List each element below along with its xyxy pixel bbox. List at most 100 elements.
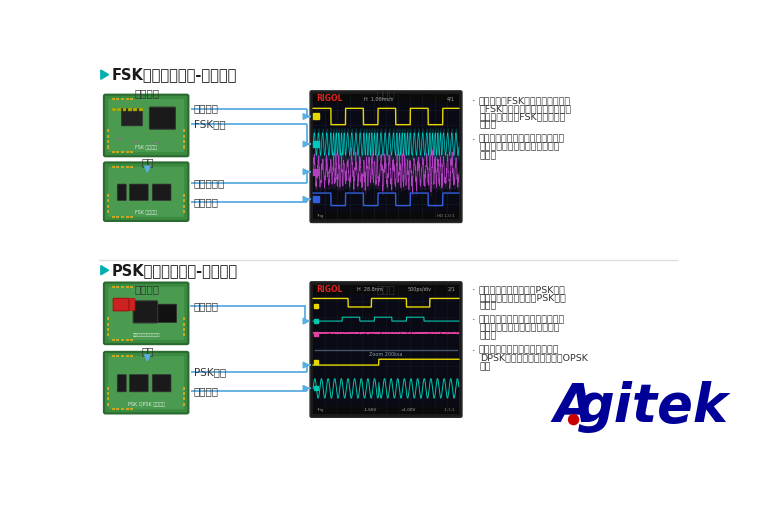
Text: 观测，直观理解FSK通信系统的: 观测，直观理解FSK通信系统的 <box>480 112 566 122</box>
Text: ·: · <box>472 135 475 145</box>
Bar <box>107 333 109 337</box>
Bar <box>107 403 109 406</box>
Bar <box>133 108 137 111</box>
Bar <box>107 205 109 208</box>
Text: gitek: gitek <box>577 382 729 433</box>
Text: HD 1.0:1: HD 1.0:1 <box>438 213 455 218</box>
Text: 基带信号: 基带信号 <box>194 104 219 113</box>
Bar <box>121 408 124 410</box>
Text: 解调信号: 解调信号 <box>194 198 219 207</box>
Bar <box>126 286 129 288</box>
Text: RIGOL: RIGOL <box>316 94 343 103</box>
Text: 长度，完美展现波形轮廓及波形: 长度，完美展现波形轮廓及波形 <box>480 323 560 332</box>
Bar <box>117 98 120 100</box>
Bar <box>107 140 109 143</box>
FancyBboxPatch shape <box>129 299 135 311</box>
Bar <box>130 286 133 288</box>
Text: 有助于理解通信系统的特性，验证: 有助于理解通信系统的特性，验证 <box>478 135 565 144</box>
Bar <box>126 98 129 100</box>
Bar <box>183 323 185 326</box>
Text: H  1.00ms/s: H 1.00ms/s <box>364 96 394 101</box>
Text: 时钟信号: 时钟信号 <box>194 386 219 396</box>
FancyBboxPatch shape <box>121 109 142 126</box>
Bar <box>121 166 124 168</box>
Bar <box>117 108 121 111</box>
Bar <box>107 200 109 203</box>
Bar <box>107 135 109 138</box>
Text: 4/1: 4/1 <box>447 96 455 101</box>
Bar <box>130 166 133 168</box>
Bar <box>117 286 120 288</box>
Text: 原理。: 原理。 <box>480 301 497 310</box>
Text: 2/1: 2/1 <box>447 287 455 292</box>
Bar <box>121 215 124 218</box>
Text: 侧视图: 侧视图 <box>377 284 395 294</box>
Bar <box>183 205 185 208</box>
Bar <box>130 408 133 410</box>
Text: ·: · <box>472 346 475 356</box>
FancyBboxPatch shape <box>152 374 171 392</box>
Circle shape <box>569 415 578 425</box>
Text: 架构。: 架构。 <box>480 121 497 129</box>
Bar <box>183 194 185 197</box>
Bar <box>126 166 129 168</box>
FancyBboxPatch shape <box>310 91 462 223</box>
Bar <box>107 323 109 326</box>
Bar <box>112 339 115 341</box>
Bar <box>112 215 115 218</box>
Bar <box>183 397 185 400</box>
FancyBboxPatch shape <box>104 352 188 413</box>
Bar <box>183 403 185 406</box>
Bar <box>112 355 115 357</box>
Polygon shape <box>101 266 108 275</box>
Bar <box>121 98 124 100</box>
Bar <box>313 285 459 294</box>
FancyBboxPatch shape <box>107 98 185 152</box>
Bar <box>130 98 133 100</box>
Text: ·: · <box>472 315 475 325</box>
Text: 的FSK信号以及解调后的信号同时: 的FSK信号以及解调后的信号同时 <box>480 104 572 113</box>
FancyBboxPatch shape <box>107 166 185 217</box>
Bar <box>183 210 185 213</box>
Text: 同时观测，有利于理解PSK调制: 同时观测，有利于理解PSK调制 <box>480 293 567 302</box>
FancyBboxPatch shape <box>310 282 462 417</box>
Bar <box>107 129 109 132</box>
Text: A: A <box>553 382 594 433</box>
Bar <box>117 215 120 218</box>
Bar <box>107 392 109 395</box>
FancyBboxPatch shape <box>149 107 176 129</box>
Text: PSK调制解调实验-调制部分: PSK调制解调实验-调制部分 <box>112 263 238 278</box>
Text: 调制: 调制 <box>480 362 491 371</box>
Bar <box>130 355 133 357</box>
Text: 侧视图: 侧视图 <box>377 89 395 98</box>
Text: 噪声的存在提高了通信系统的误: 噪声的存在提高了通信系统的误 <box>480 143 560 152</box>
Bar <box>139 108 142 111</box>
Bar <box>117 339 120 341</box>
Bar <box>134 141 138 143</box>
Text: 基带信号: 基带信号 <box>194 302 219 311</box>
Bar <box>313 406 459 414</box>
Bar <box>117 151 120 153</box>
Bar <box>130 151 133 153</box>
Text: RIGOL: RIGOL <box>316 285 343 294</box>
Text: DPSK调制；同一模块可实现OPSK: DPSK调制；同一模块可实现OPSK <box>480 354 587 363</box>
Text: 时钟与基带数据发生模块: 时钟与基带数据发生模块 <box>132 333 160 338</box>
FancyBboxPatch shape <box>104 283 188 344</box>
Bar <box>112 108 116 111</box>
Text: 细节。: 细节。 <box>480 331 497 341</box>
Bar <box>123 108 126 111</box>
Bar <box>313 285 459 414</box>
Bar <box>107 328 109 331</box>
Bar <box>183 392 185 395</box>
Bar <box>128 108 132 111</box>
Text: 实验模块: 实验模块 <box>135 284 160 294</box>
Text: 基带信号、码元时钟、PSK信号: 基带信号、码元时钟、PSK信号 <box>478 285 565 294</box>
Bar <box>107 194 109 197</box>
Text: Trig: Trig <box>316 213 324 218</box>
Bar <box>183 333 185 337</box>
FancyBboxPatch shape <box>152 184 171 201</box>
Bar <box>183 135 185 138</box>
Text: 噪声: 噪声 <box>141 157 154 167</box>
FancyBboxPatch shape <box>104 163 188 221</box>
Bar <box>121 151 124 153</box>
